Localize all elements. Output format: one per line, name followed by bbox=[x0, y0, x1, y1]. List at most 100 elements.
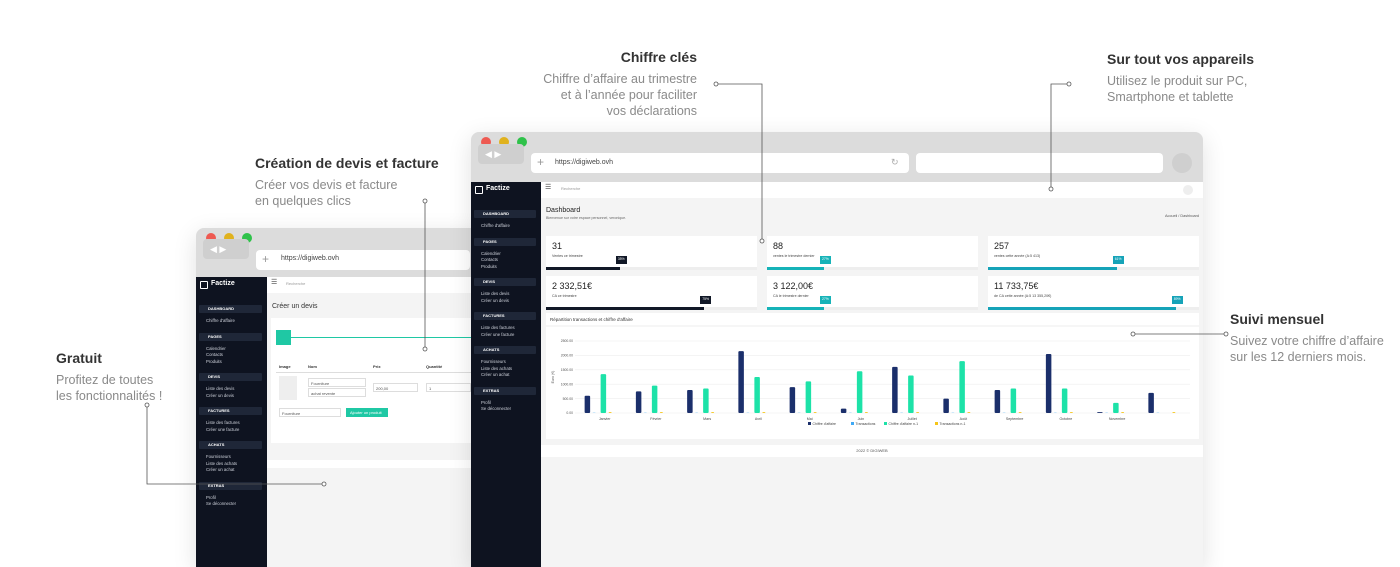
x-tick-label: Février bbox=[650, 417, 662, 421]
sidebar-item[interactable]: Chiffre d'affaire bbox=[206, 318, 235, 323]
bar bbox=[840, 408, 847, 413]
stat-label: de CA cette année (A:5 13 355,20€) bbox=[994, 294, 1052, 298]
sidebar-item[interactable]: Contacts bbox=[481, 257, 498, 262]
sidebar-item[interactable]: Chiffre d'affaire bbox=[481, 223, 510, 228]
bar bbox=[856, 371, 863, 413]
stat-label: Ventes ce trimestre bbox=[552, 254, 583, 258]
sidebar-item[interactable]: Créer une facture bbox=[206, 426, 240, 432]
bar bbox=[1121, 412, 1125, 413]
sidebar-item[interactable]: Liste des achats bbox=[481, 365, 513, 371]
stat-card: 3 122,00€ CA le trimestre dernier 27% bbox=[767, 276, 978, 310]
callout-title: Sur tout vos appareils bbox=[1107, 51, 1255, 67]
stat-value: 257 bbox=[994, 241, 1010, 251]
image-box bbox=[279, 376, 297, 400]
progress-bar bbox=[546, 307, 705, 310]
legend-swatch bbox=[884, 422, 887, 425]
x-tick-label: Juin bbox=[858, 417, 865, 421]
input[interactable]: achat revente bbox=[308, 388, 366, 397]
input[interactable]: Fourniture bbox=[308, 378, 366, 387]
stat-value: 31 bbox=[552, 241, 563, 251]
sidebar-item[interactable]: Liste des achats bbox=[206, 460, 238, 466]
bar bbox=[584, 395, 591, 413]
profile-button[interactable] bbox=[1172, 153, 1192, 173]
search[interactable]: Recherche bbox=[286, 281, 306, 286]
window-button[interactable] bbox=[517, 137, 527, 147]
sidebar-item[interactable]: Produits bbox=[481, 263, 497, 269]
select[interactable]: Fourniture bbox=[279, 408, 341, 417]
x-tick-label: Janvier bbox=[599, 417, 611, 421]
table-header: Image bbox=[279, 364, 291, 369]
sidebar-item[interactable]: Liste des devis bbox=[206, 386, 235, 391]
sidebar-item[interactable]: Créer un achat bbox=[481, 372, 510, 377]
bar bbox=[687, 389, 693, 413]
sidebar-section: ACHATS bbox=[199, 441, 262, 449]
bar bbox=[738, 351, 744, 413]
nav-buttons[interactable]: ◀ ▶ bbox=[478, 144, 524, 164]
bar bbox=[908, 375, 914, 413]
sidebar-item[interactable]: Liste des devis bbox=[481, 291, 510, 296]
url-plus: + bbox=[262, 252, 270, 266]
sidebar-item[interactable]: Créer un devis bbox=[481, 297, 509, 303]
legend-label: Transactions bbox=[856, 422, 876, 426]
sidebar-item[interactable]: Créer une facture bbox=[481, 331, 515, 337]
sidebar-item[interactable]: Créer un devis bbox=[206, 392, 234, 398]
reload[interactable]: ↻ bbox=[891, 157, 899, 167]
callout-text: Suivez votre chiffre d’affaire bbox=[1230, 334, 1384, 348]
legend-label: Chiffre d'affaire n-1 bbox=[889, 422, 919, 426]
callout-text: Créer vos devis et facture bbox=[255, 178, 398, 192]
progress-label: 75% bbox=[700, 296, 712, 304]
window-button[interactable] bbox=[481, 137, 491, 147]
add-button[interactable]: Ajouter un produit bbox=[346, 408, 388, 417]
sidebar-item[interactable]: Se déconnecter bbox=[481, 406, 512, 411]
bar bbox=[1018, 412, 1022, 413]
callout-title: Gratuit bbox=[56, 350, 102, 366]
legend-swatch bbox=[851, 422, 854, 425]
stat-label: ventes cette année (A:5 413) bbox=[994, 254, 1041, 258]
progress-bar bbox=[988, 267, 1117, 270]
search[interactable]: Recherche bbox=[561, 186, 581, 191]
progress-bar bbox=[767, 267, 824, 270]
callout-text: et à l’année pour faciliter bbox=[560, 88, 697, 102]
sidebar-item[interactable]: Calendrier bbox=[481, 250, 501, 256]
sidebar-item[interactable]: Contacts bbox=[206, 352, 223, 357]
stat-card: 257 ventes cette année (A:5 413) 61% bbox=[988, 236, 1199, 270]
teal-line bbox=[291, 337, 486, 338]
input[interactable]: 200,00 bbox=[373, 383, 418, 392]
stat-label: ventes le trimestre dernier bbox=[773, 254, 815, 258]
window-button[interactable] bbox=[242, 233, 252, 243]
stat-value: 3 122,00€ bbox=[773, 281, 814, 291]
bar bbox=[608, 412, 612, 413]
window-button[interactable] bbox=[224, 233, 234, 243]
progress-label: 27% bbox=[819, 296, 831, 304]
sidebar-item[interactable]: Fournisseurs bbox=[206, 454, 231, 459]
brand: Factize bbox=[211, 280, 235, 287]
sidebar-item[interactable]: Produits bbox=[206, 358, 222, 364]
nav-buttons[interactable]: ◀ ▶ bbox=[203, 239, 249, 259]
sidebar-section: DASHBOARD bbox=[474, 210, 536, 218]
legend-swatch bbox=[935, 422, 938, 425]
window-button[interactable] bbox=[499, 137, 509, 147]
search-bar[interactable] bbox=[916, 153, 1163, 173]
browser-window: ◀ ▶ + https://digiweb.ovh ↻ Factize DASHBOARD… bbox=[471, 132, 1203, 567]
bar bbox=[864, 412, 868, 413]
table-header: Prix bbox=[373, 364, 381, 369]
sidebar-item[interactable]: Liste des factures bbox=[206, 420, 240, 425]
stat-card: 31 Ventes ce trimestre 35% bbox=[546, 236, 757, 270]
sidebar-item[interactable]: Créer un achat bbox=[206, 467, 235, 472]
callout-text: sur les 12 derniers mois. bbox=[1230, 350, 1367, 364]
progress-label: 35% bbox=[615, 256, 627, 264]
url-bar[interactable] bbox=[256, 250, 470, 270]
window-button[interactable] bbox=[206, 233, 216, 243]
sidebar-item[interactable]: Calendrier bbox=[206, 345, 226, 351]
chart-card: Répartition transactions et chiffre d'af… bbox=[546, 313, 1199, 439]
sidebar-item[interactable]: Profil bbox=[481, 399, 491, 405]
sidebar-item[interactable]: Profil bbox=[206, 494, 216, 500]
bar bbox=[1045, 353, 1052, 413]
sidebar-item[interactable]: Se déconnecter bbox=[206, 501, 237, 506]
sidebar-item[interactable]: Liste des factures bbox=[481, 325, 515, 330]
y-tick-label: 500.00 bbox=[563, 397, 573, 401]
breadcrumb: Accueil / Dashboard bbox=[1165, 214, 1199, 218]
sidebar-item[interactable]: Fournisseurs bbox=[481, 359, 506, 364]
input[interactable]: 1 bbox=[426, 383, 471, 392]
